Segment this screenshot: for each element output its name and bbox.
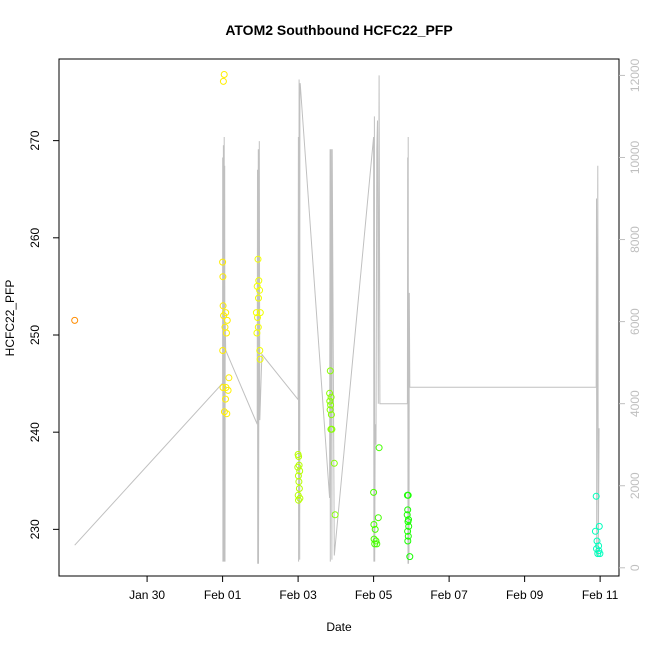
data-point (254, 255, 262, 263)
data-point (219, 384, 227, 391)
data-point (223, 316, 231, 324)
y-tick-label: 260 (28, 227, 42, 247)
data-point (327, 401, 335, 409)
x-tick-label: Jan 30 (129, 588, 165, 602)
data-point (330, 459, 338, 467)
data-point (224, 386, 232, 394)
y-axis-label: HCFC22_PFP (3, 280, 17, 357)
data-point (294, 463, 302, 471)
data-point (255, 294, 262, 302)
y-tick-label: 230 (28, 519, 42, 539)
x-tick-label: Feb 01 (204, 588, 242, 602)
data-point (219, 77, 227, 85)
data-point (296, 467, 304, 475)
data-point (219, 273, 227, 281)
data-point (404, 491, 412, 499)
data-point (295, 453, 303, 460)
y2-series-line (74, 75, 600, 564)
data-point (403, 511, 411, 519)
chart-title: ATOM2 Southbound HCFC22_PFP (225, 22, 452, 38)
data-point (254, 314, 261, 321)
data-point (327, 393, 335, 401)
y2-tick-label: 0 (628, 564, 642, 571)
data-point (295, 485, 303, 492)
data-point (594, 550, 602, 558)
data-point (296, 494, 304, 502)
data-point (375, 444, 383, 452)
data-point (326, 406, 334, 414)
y2-tick-label: 4000 (628, 390, 642, 417)
y2-tick-label: 2000 (628, 472, 642, 499)
data-point (326, 367, 334, 375)
y2-tick-label: 6000 (628, 308, 642, 335)
data-point (373, 540, 381, 548)
data-point (256, 286, 264, 294)
data-point (374, 514, 382, 522)
data-point (295, 478, 303, 486)
data-point (371, 525, 379, 533)
data-point (253, 329, 261, 337)
data-point (591, 527, 599, 535)
data-point (593, 537, 601, 545)
data-point (595, 522, 603, 530)
y2-tick-label: 10000 (628, 140, 642, 174)
data-point (406, 553, 414, 561)
data-point (404, 506, 412, 514)
data-point (404, 537, 412, 545)
x-tick-label: Feb 03 (279, 588, 317, 602)
data-point (222, 395, 229, 403)
plot-frame (58, 58, 620, 577)
data-point (405, 522, 413, 530)
y-tick-label: 250 (28, 325, 42, 345)
data-point (370, 521, 378, 528)
data-point (370, 488, 378, 496)
data-point (593, 545, 600, 553)
data-point (256, 347, 264, 354)
y-tick-label: 240 (28, 422, 42, 442)
data-point (404, 518, 412, 526)
data-point (404, 532, 412, 540)
x-axis-label: Date (326, 620, 352, 634)
y2-tick-label: 8000 (628, 226, 642, 253)
data-point (225, 374, 233, 382)
data-point (326, 389, 334, 397)
data-point (219, 302, 227, 310)
data-point (371, 540, 379, 548)
y-axis: 230 240 250 260 270 (28, 130, 59, 539)
data-point (219, 347, 227, 354)
x-tick-label: Feb 11 (582, 588, 619, 602)
data-point (331, 511, 339, 519)
data-point (592, 492, 600, 500)
data-point (219, 258, 227, 266)
data-point (404, 527, 412, 535)
y2-tick-label: 12000 (628, 58, 642, 92)
data-point (220, 71, 228, 78)
x-tick-label: Feb 07 (430, 588, 468, 602)
y2-axis: 0 2000 4000 6000 8000 10000 12000 (619, 58, 642, 571)
x-axis: Jan 30 Feb 01 Feb 03 Feb 05 Feb 07 Feb 09 Feb … (129, 576, 619, 602)
data-point (327, 411, 335, 419)
data-point (220, 312, 228, 320)
data-point (252, 309, 260, 317)
data-point (596, 550, 604, 558)
data-point (223, 329, 230, 337)
data-point (328, 425, 336, 433)
data-point (71, 316, 79, 324)
x-tick-label: Feb 09 (506, 588, 544, 602)
x-tick-label: Feb 05 (355, 588, 393, 602)
data-point (223, 410, 231, 418)
data-point (295, 496, 302, 504)
plot-data (71, 71, 604, 564)
y-tick-label: 270 (28, 130, 42, 150)
data-point (256, 355, 264, 363)
data-point (326, 397, 334, 405)
